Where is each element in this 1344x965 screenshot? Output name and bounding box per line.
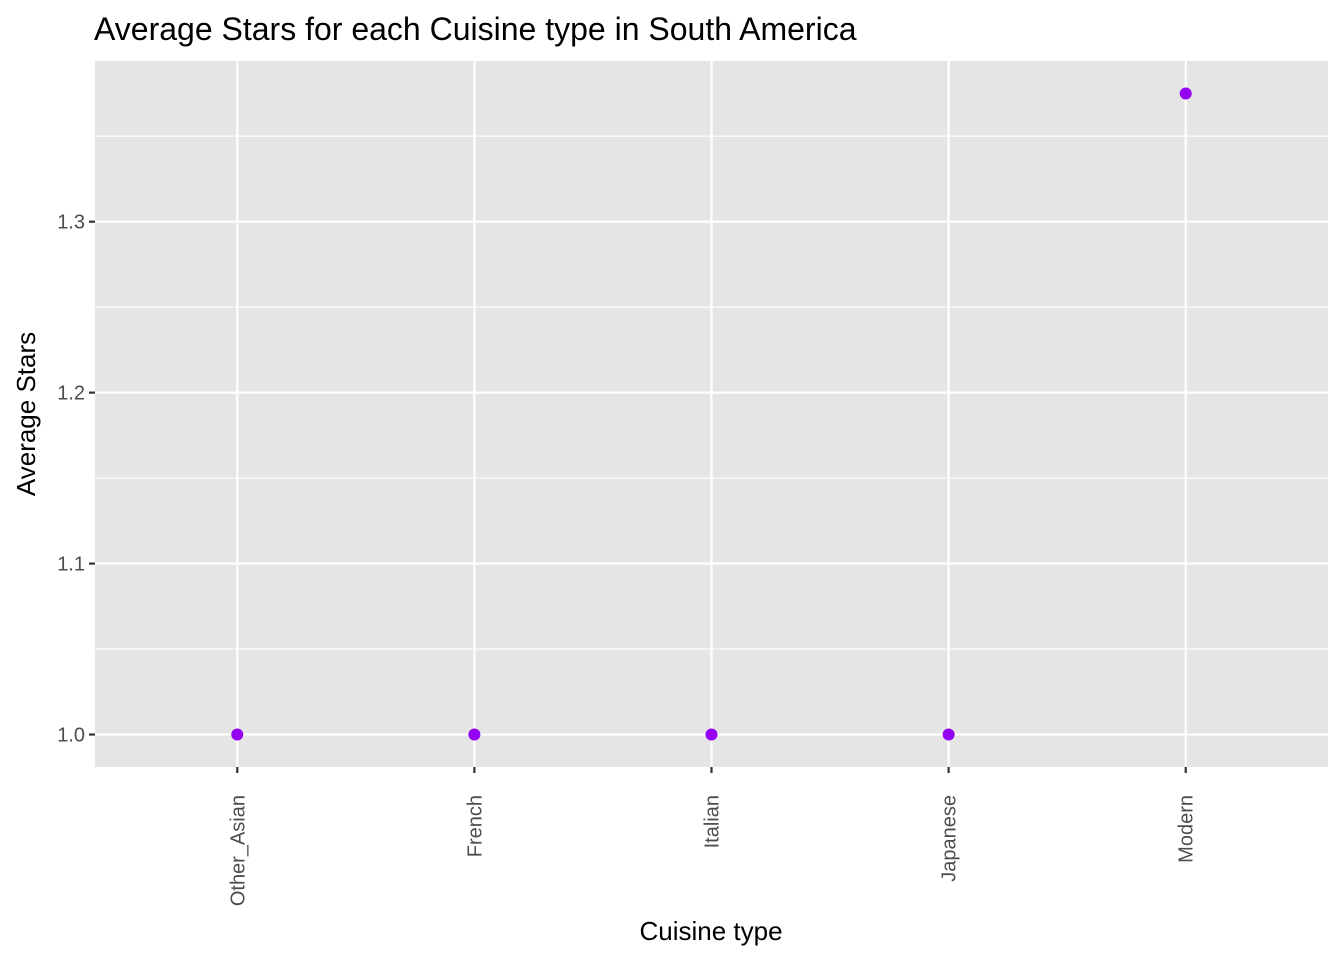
x-axis-title: Cuisine type: [639, 916, 782, 946]
y-tick-label: 1.2: [57, 383, 85, 405]
y-tick-label: 1.3: [57, 212, 85, 234]
data-point: [468, 728, 481, 741]
data-point: [705, 728, 718, 741]
x-tick-label: Italian: [702, 795, 724, 848]
y-tick-label: 1.1: [57, 554, 85, 576]
data-point: [942, 728, 955, 741]
x-axis: Other_Asian French Italian Japanese Modern: [227, 767, 1198, 906]
data-points: [231, 87, 1192, 741]
y-axis: 1.0 1.1 1.2 1.3: [57, 212, 95, 747]
x-tick-label: French: [464, 795, 486, 857]
major-x-gridlines: [236, 61, 1187, 767]
data-point: [231, 728, 244, 741]
y-axis-title: Average Stars: [11, 332, 41, 496]
x-tick-label: Modern: [1176, 795, 1198, 863]
x-tick-label: Other_Asian: [227, 795, 249, 906]
data-point: [1179, 87, 1192, 100]
y-tick-label: 1.0: [57, 725, 85, 747]
chart-title: Average Stars for each Cuisine type in S…: [94, 11, 857, 47]
x-tick-label: Japanese: [939, 795, 961, 882]
